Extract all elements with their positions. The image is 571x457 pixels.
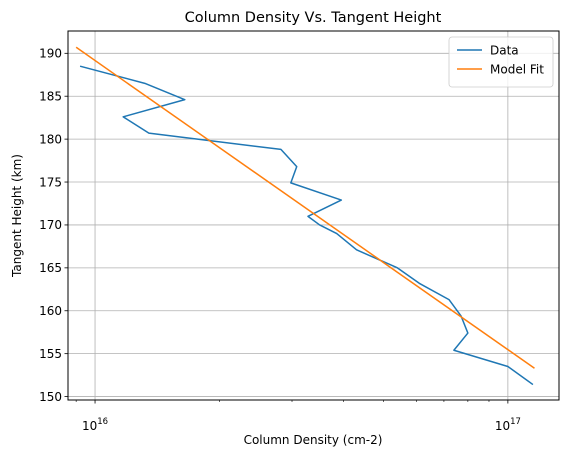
x-tick-label: 1017 [495,417,521,433]
y-tick-label: 160 [39,304,62,318]
y-tick-label: 190 [39,47,62,61]
x-axis-label: Column Density (cm-2) [244,433,383,447]
legend: Data Model Fit [448,36,554,88]
y-tick-label: 180 [39,132,62,146]
y-tick-label: 175 [39,175,62,189]
series-group [75,46,535,386]
y-axis-label: Tangent Height (km) [10,154,24,278]
series-line-model-fit [75,46,535,369]
x-tick-label: 1016 [82,417,108,433]
legend-label: Model Fit [490,62,544,76]
y-tick-label: 150 [39,390,62,404]
x-tick-exponent: 16 [97,417,108,427]
y-tick-label: 185 [39,90,62,104]
x-tick-exponent: 17 [510,417,521,427]
x-tick-base: 10 [495,419,510,433]
y-axis: 150 155 160 165 170 175 180 185 190 [39,47,68,404]
y-tick-label: 165 [39,261,62,275]
y-tick-label: 155 [39,347,62,361]
plot-frame [67,30,560,401]
x-axis: 1016 1017 [75,400,521,433]
y-tick-label: 170 [39,218,62,232]
legend-label: Data [490,43,519,57]
x-tick-base: 10 [82,419,97,433]
series-line-data [79,65,534,386]
grid [68,31,559,400]
chart-title: Column Density Vs. Tangent Height [185,10,442,26]
